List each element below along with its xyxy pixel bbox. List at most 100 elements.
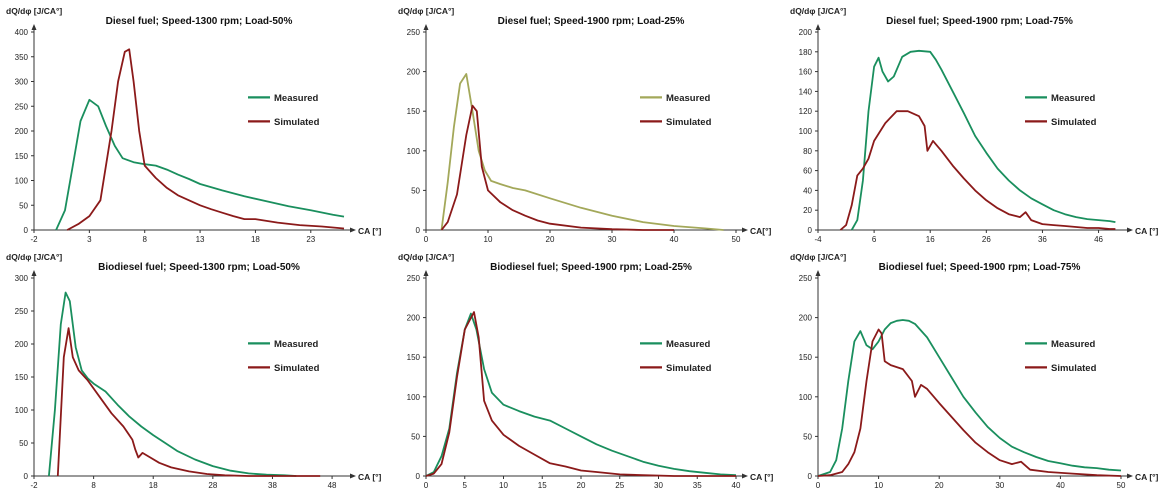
x-tick-label: 50 [732, 235, 741, 244]
series-line-measured [817, 319, 1122, 477]
y-tick-label: 350 [15, 53, 29, 62]
chart-svg-6: dQ/dφ [J/CA°] Biodiesel fuel; Speed-1900 … [790, 252, 1159, 490]
y-tick-label: 150 [407, 353, 421, 362]
x-tick-label: 0 [816, 481, 821, 490]
x-tick-label: 3 [87, 235, 92, 244]
x-tick-label: 36 [1038, 235, 1047, 244]
chart-panel-1: dQ/dφ [J/CA°] Diesel fuel; Speed-1300 rpm… [0, 0, 392, 246]
series-line-measured [55, 98, 345, 231]
y-axis-label: dQ/dφ [J/CA°] [6, 6, 62, 16]
y-tick-label: 200 [15, 127, 29, 136]
x-axis-arrow [742, 227, 748, 233]
x-tick-label: 10 [874, 481, 883, 490]
legend-label-measured: Measured [274, 339, 319, 350]
series-line-measured [440, 73, 724, 231]
chart-panel-3: dQ/dφ [J/CA°] Diesel fuel; Speed-1900 rpm… [784, 0, 1169, 246]
y-tick-label: 50 [19, 439, 28, 448]
y-tick-label: 200 [407, 314, 421, 323]
x-tick-label: 20 [577, 481, 586, 490]
legend-label-measured: Measured [1051, 93, 1096, 104]
y-tick-label: 0 [24, 226, 29, 235]
x-tick-label: 18 [149, 481, 158, 490]
x-tick-label: 15 [538, 481, 547, 490]
y-axis-arrow [31, 24, 37, 30]
y-tick-label: 0 [808, 472, 813, 481]
x-tick-label: 23 [306, 235, 315, 244]
y-tick-label: 20 [803, 206, 812, 215]
y-tick-label: 400 [15, 28, 29, 37]
x-tick-label: 38 [268, 481, 277, 490]
chart-panel-5: dQ/dφ [J/CA°] Biodiesel fuel; Speed-1900 … [392, 246, 784, 492]
chart-title: Biodiesel fuel; Speed-1300 rpm; Load-50% [98, 262, 300, 273]
x-tick-label: -4 [814, 235, 822, 244]
x-tick-label: 0 [424, 235, 429, 244]
series-line-simulated [66, 48, 345, 231]
legend-label-simulated: Simulated [274, 363, 320, 374]
x-axis-label: CA [°] [358, 226, 382, 236]
y-tick-label: 100 [15, 177, 29, 186]
series-line-measured [850, 49, 1116, 231]
y-tick-label: 50 [411, 186, 420, 195]
x-tick-label: 10 [499, 481, 508, 490]
y-tick-label: 250 [407, 28, 421, 37]
y-tick-label: 100 [407, 147, 421, 156]
series-line-simulated [56, 327, 321, 477]
y-tick-label: 100 [799, 393, 813, 402]
x-tick-label: 18 [251, 235, 260, 244]
y-tick-label: 250 [15, 102, 29, 111]
x-tick-label: 0 [424, 481, 429, 490]
legend-label-simulated: Simulated [666, 363, 712, 374]
series-line-simulated [817, 328, 1122, 477]
y-tick-label: 200 [799, 28, 813, 37]
x-axis-arrow [1127, 473, 1133, 479]
y-tick-label: 180 [799, 48, 813, 57]
chart-title: Diesel fuel; Speed-1900 rpm; Load-25% [498, 16, 685, 27]
x-axis-label: CA [°] [1135, 472, 1159, 482]
chart-title: Biodiesel fuel; Speed-1900 rpm; Load-25% [490, 262, 692, 273]
legend-label-simulated: Simulated [1051, 363, 1097, 374]
series-line-simulated [440, 104, 674, 231]
x-tick-label: 30 [995, 481, 1004, 490]
y-tick-label: 160 [799, 68, 813, 77]
x-tick-label: 8 [142, 235, 147, 244]
x-tick-label: -2 [30, 235, 38, 244]
x-tick-label: 30 [608, 235, 617, 244]
y-tick-label: 50 [19, 201, 28, 210]
legend-label-simulated: Simulated [274, 117, 320, 128]
x-tick-label: 48 [328, 481, 337, 490]
y-tick-label: 100 [407, 393, 421, 402]
x-tick-label: 25 [615, 481, 624, 490]
y-axis-label: dQ/dφ [J/CA°] [6, 252, 62, 262]
y-axis-arrow [815, 270, 821, 276]
y-tick-label: 50 [411, 432, 420, 441]
y-axis-label: dQ/dφ [J/CA°] [790, 252, 846, 262]
y-tick-label: 150 [799, 353, 813, 362]
x-axis-arrow [1127, 227, 1133, 233]
x-tick-label: 16 [926, 235, 935, 244]
x-tick-label: 20 [546, 235, 555, 244]
x-tick-label: 6 [872, 235, 877, 244]
chart-panel-6: dQ/dφ [J/CA°] Biodiesel fuel; Speed-1900 … [784, 246, 1169, 492]
x-tick-label: -2 [30, 481, 38, 490]
y-tick-label: 120 [799, 107, 813, 116]
x-axis-label: CA[°] [750, 226, 772, 236]
series-line-measured [48, 291, 297, 477]
y-tick-label: 150 [15, 152, 29, 161]
y-tick-label: 40 [803, 186, 812, 195]
x-tick-label: 50 [1117, 481, 1126, 490]
y-axis-arrow [423, 24, 429, 30]
y-tick-label: 100 [799, 127, 813, 136]
x-axis-label: CA [°] [750, 472, 774, 482]
x-tick-label: 5 [463, 481, 468, 490]
x-tick-label: 26 [982, 235, 991, 244]
x-axis-arrow [742, 473, 748, 479]
y-axis-arrow [423, 270, 429, 276]
y-tick-label: 300 [15, 274, 29, 283]
chart-title: Diesel fuel; Speed-1300 rpm; Load-50% [106, 16, 293, 27]
legend-label-measured: Measured [666, 93, 711, 104]
y-tick-label: 250 [799, 274, 813, 283]
chart-svg-3: dQ/dφ [J/CA°] Diesel fuel; Speed-1900 rpm… [790, 6, 1159, 244]
y-axis-label: dQ/dφ [J/CA°] [790, 6, 846, 16]
chart-panel-2: dQ/dφ [J/CA°] Diesel fuel; Speed-1900 rpm… [392, 0, 784, 246]
